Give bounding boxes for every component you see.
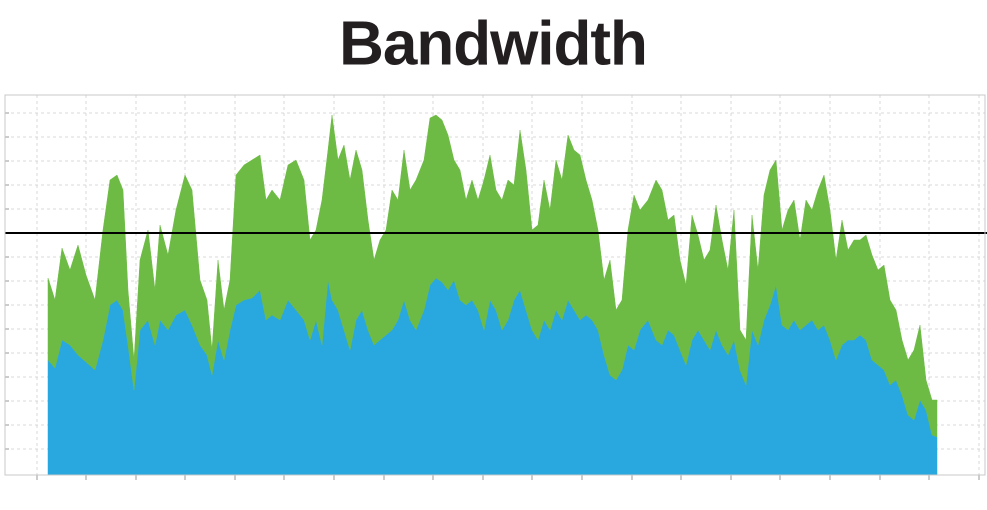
- axis-layer: [5, 112, 987, 480]
- plot-frame: [4, 94, 986, 476]
- area-layer: [47, 114, 938, 476]
- chart-title: Bandwidth: [339, 9, 647, 78]
